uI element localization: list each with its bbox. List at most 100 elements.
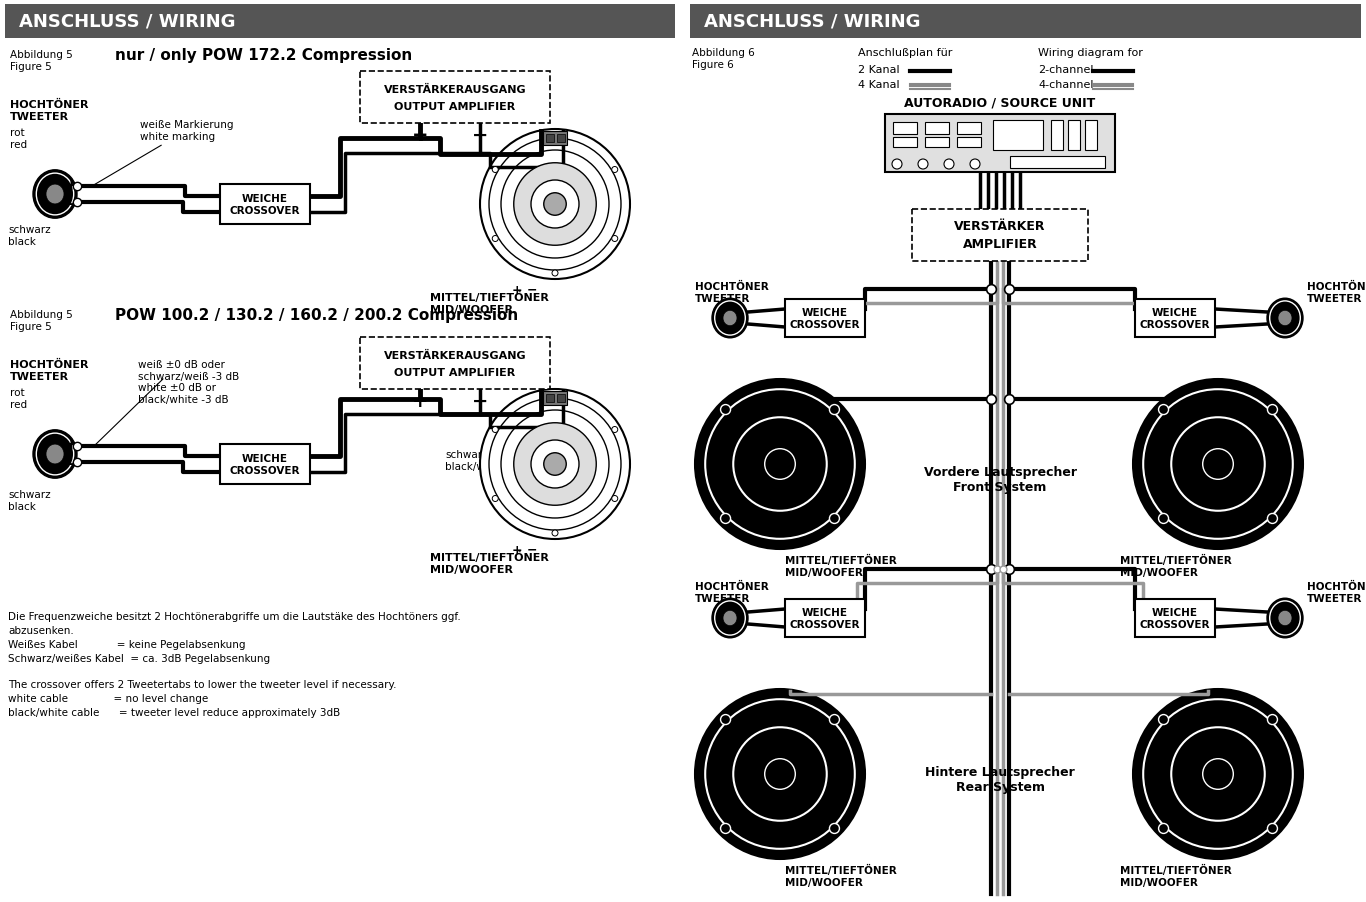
Text: MITTEL/TIEFTÖNER
MID/WOOFER: MITTEL/TIEFTÖNER MID/WOOFER (1120, 864, 1232, 887)
Circle shape (918, 160, 928, 170)
Text: Wiring diagram for: Wiring diagram for (1038, 48, 1143, 58)
Text: −: − (471, 391, 488, 410)
Circle shape (1268, 824, 1277, 833)
Circle shape (552, 392, 557, 399)
Circle shape (531, 440, 579, 489)
Text: 2-channel: 2-channel (1038, 65, 1094, 75)
Text: −: − (471, 126, 488, 145)
Circle shape (531, 180, 579, 229)
Bar (544, 132, 567, 146)
Text: WEICHE
CROSSOVER: WEICHE CROSSOVER (1139, 308, 1210, 330)
Circle shape (514, 423, 596, 506)
Text: rot
red: rot red (10, 388, 27, 410)
Circle shape (720, 405, 731, 415)
Circle shape (753, 747, 807, 801)
Circle shape (829, 405, 840, 415)
Bar (690, 5, 1361, 39)
Circle shape (1158, 514, 1168, 524)
Ellipse shape (1268, 599, 1303, 638)
Bar (220, 445, 310, 484)
Text: HOCHTÖNER
TWEETER: HOCHTÖNER TWEETER (1307, 281, 1366, 303)
Text: AMPLIFIER: AMPLIFIER (963, 238, 1037, 252)
Text: HOCHTÖNER
TWEETER: HOCHTÖNER TWEETER (695, 281, 769, 303)
Circle shape (720, 714, 731, 724)
Ellipse shape (712, 599, 749, 638)
Circle shape (720, 514, 731, 524)
Circle shape (1157, 403, 1279, 526)
Bar (893, 123, 917, 135)
Text: schwarz
black: schwarz black (500, 482, 542, 503)
Text: MITTEL/TIEFTÖNER
MID/WOOFER: MITTEL/TIEFTÖNER MID/WOOFER (430, 551, 549, 574)
Bar (925, 138, 949, 148)
Ellipse shape (46, 445, 64, 465)
Circle shape (892, 160, 902, 170)
Text: ANSCHLUSS / WIRING: ANSCHLUSS / WIRING (19, 13, 235, 31)
Circle shape (492, 427, 499, 433)
Text: MITTEL/TIEFTÖNER
MID/WOOFER: MITTEL/TIEFTÖNER MID/WOOFER (1120, 555, 1232, 577)
Ellipse shape (1279, 611, 1292, 626)
Text: MITTEL/TIEFTÖNER
MID/WOOFER: MITTEL/TIEFTÖNER MID/WOOFER (785, 555, 896, 577)
Bar (1135, 299, 1214, 337)
Ellipse shape (723, 311, 738, 327)
Circle shape (544, 453, 567, 475)
Circle shape (552, 530, 557, 537)
Circle shape (492, 236, 499, 243)
Bar (958, 138, 981, 148)
Text: 4-channel: 4-channel (1038, 80, 1094, 90)
Bar (361, 72, 550, 124)
Circle shape (612, 236, 617, 243)
Bar (1068, 121, 1081, 151)
Text: Anschlußplan für: Anschlußplan für (858, 48, 952, 58)
Text: −: − (64, 457, 78, 472)
Text: POW 100.2 / 130.2 / 160.2 / 200.2 Compression: POW 100.2 / 130.2 / 160.2 / 200.2 Compre… (115, 308, 518, 323)
Circle shape (612, 496, 617, 502)
Text: HOCHTÖNER
TWEETER: HOCHTÖNER TWEETER (10, 360, 89, 382)
Circle shape (612, 167, 617, 173)
Circle shape (1268, 514, 1277, 524)
Ellipse shape (46, 185, 64, 205)
Text: Vordere Lautsprecher
Front System: Vordere Lautsprecher Front System (923, 465, 1076, 493)
Text: OUTPUT AMPLIFIER: OUTPUT AMPLIFIER (395, 368, 515, 378)
Text: HOCHTÖNER
TWEETER: HOCHTÖNER TWEETER (1307, 582, 1366, 603)
Ellipse shape (712, 299, 749, 338)
Circle shape (829, 824, 840, 833)
Text: WEICHE
CROSSOVER: WEICHE CROSSOVER (790, 607, 861, 630)
Bar (912, 210, 1087, 262)
Text: HOCHTÖNER
TWEETER: HOCHTÖNER TWEETER (695, 582, 769, 603)
Text: +: + (411, 391, 429, 410)
Circle shape (1268, 714, 1277, 724)
Bar (958, 123, 981, 135)
Text: Die Frequenzweiche besitzt 2 Hochtönerabgriffe um die Lautstäke des Hochtöners g: Die Frequenzweiche besitzt 2 Hochtönerab… (8, 612, 460, 663)
Circle shape (829, 714, 840, 724)
Bar (546, 394, 555, 402)
Text: ANSCHLUSS / WIRING: ANSCHLUSS / WIRING (703, 13, 921, 31)
Text: Abbildung 5
Figure 5: Abbildung 5 Figure 5 (10, 309, 72, 331)
Text: VERSTÄRKERAUSGANG: VERSTÄRKERAUSGANG (384, 85, 526, 95)
Text: VERSTÄRKERAUSGANG: VERSTÄRKERAUSGANG (384, 351, 526, 361)
Bar (785, 299, 865, 337)
Bar (885, 115, 1115, 173)
Circle shape (492, 167, 499, 173)
Circle shape (552, 133, 557, 139)
Bar (557, 135, 566, 143)
Circle shape (1158, 405, 1168, 415)
Circle shape (695, 689, 865, 859)
Text: nur / only POW 172.2 Compression: nur / only POW 172.2 Compression (115, 48, 413, 63)
Text: 2 Kanal: 2 Kanal (858, 65, 900, 75)
Ellipse shape (1268, 299, 1303, 338)
Text: +: + (64, 437, 78, 452)
Circle shape (479, 390, 630, 539)
Circle shape (720, 824, 731, 833)
Circle shape (492, 496, 499, 502)
Bar (544, 391, 567, 406)
Bar (1085, 121, 1097, 151)
Circle shape (695, 380, 865, 549)
Text: HOCHTÖNER
TWEETER: HOCHTÖNER TWEETER (10, 100, 89, 122)
Text: Abbildung 5
Figure 5: Abbildung 5 Figure 5 (10, 50, 72, 71)
Circle shape (944, 160, 953, 170)
Text: OUTPUT AMPLIFIER: OUTPUT AMPLIFIER (395, 102, 515, 112)
Bar (546, 135, 555, 143)
Circle shape (970, 160, 979, 170)
Circle shape (719, 713, 841, 835)
Circle shape (753, 437, 807, 492)
